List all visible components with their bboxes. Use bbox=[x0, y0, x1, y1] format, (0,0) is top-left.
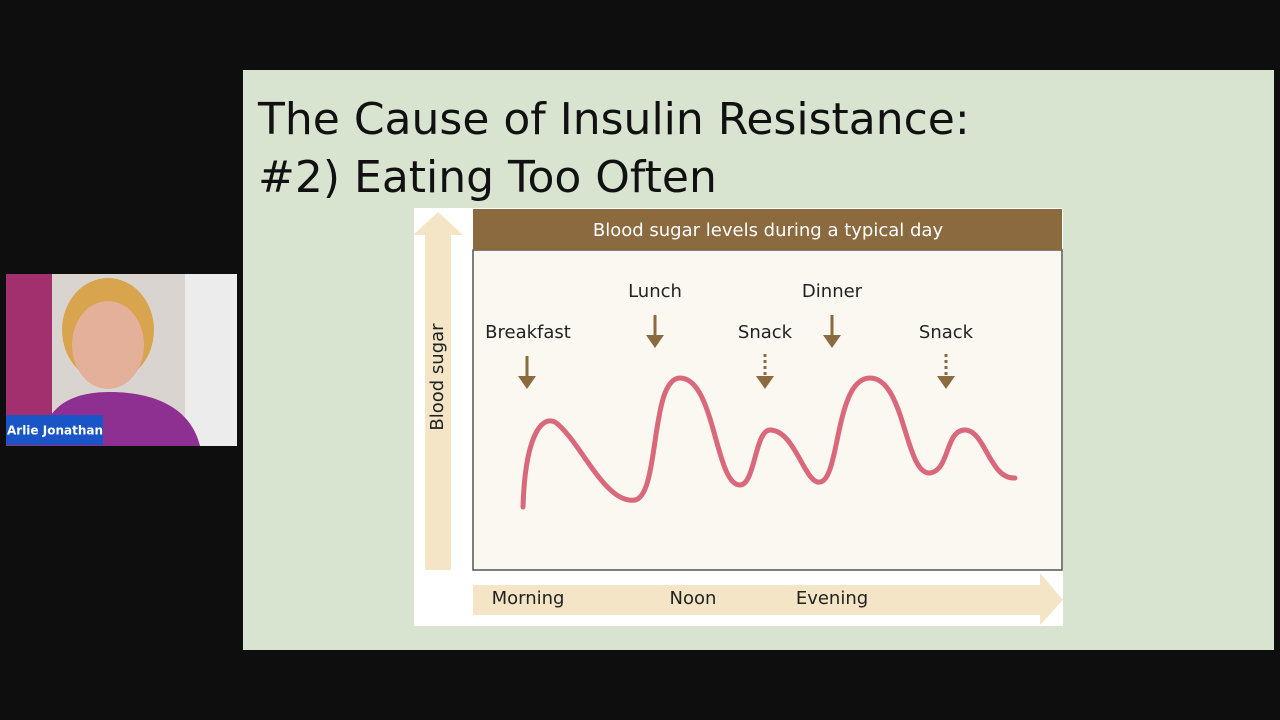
slide-title: #2) Eating Too Often bbox=[258, 152, 717, 203]
y-arrow bbox=[413, 212, 463, 570]
y-axis-label: Blood sugar bbox=[427, 323, 448, 431]
person-face bbox=[72, 301, 144, 389]
diagram: Blood sugar Blood sugar levels during a … bbox=[413, 208, 1063, 626]
arrow-head bbox=[937, 376, 955, 389]
meal-label: Dinner bbox=[802, 281, 863, 302]
participant-tile: Arlie Jonathan bbox=[6, 274, 237, 446]
name-tag bbox=[6, 415, 103, 445]
header-bar bbox=[473, 209, 1062, 250]
x-arrow bbox=[473, 573, 1063, 625]
arrow-head bbox=[518, 376, 536, 389]
meal-label: Snack bbox=[738, 322, 793, 343]
arrow-head bbox=[823, 335, 841, 348]
meal-label: Lunch bbox=[628, 281, 682, 302]
arrow-head bbox=[646, 335, 664, 348]
video-background bbox=[185, 274, 237, 446]
time-label: Morning bbox=[492, 588, 565, 609]
arrow-head bbox=[756, 376, 774, 389]
diagram-header: Blood sugar levels during a typical day bbox=[593, 220, 944, 241]
meal-label: Snack bbox=[919, 322, 974, 343]
blood-sugar-curve bbox=[520, 375, 1018, 510]
time-label: Noon bbox=[670, 588, 717, 609]
slide-title: The Cause of Insulin Resistance: bbox=[257, 94, 970, 145]
plot-area bbox=[472, 249, 1063, 571]
meal-label: Breakfast bbox=[485, 322, 571, 343]
meal-arrows bbox=[518, 315, 955, 389]
participant-name: Arlie Jonathan bbox=[7, 424, 103, 438]
time-label: Evening bbox=[796, 588, 868, 609]
